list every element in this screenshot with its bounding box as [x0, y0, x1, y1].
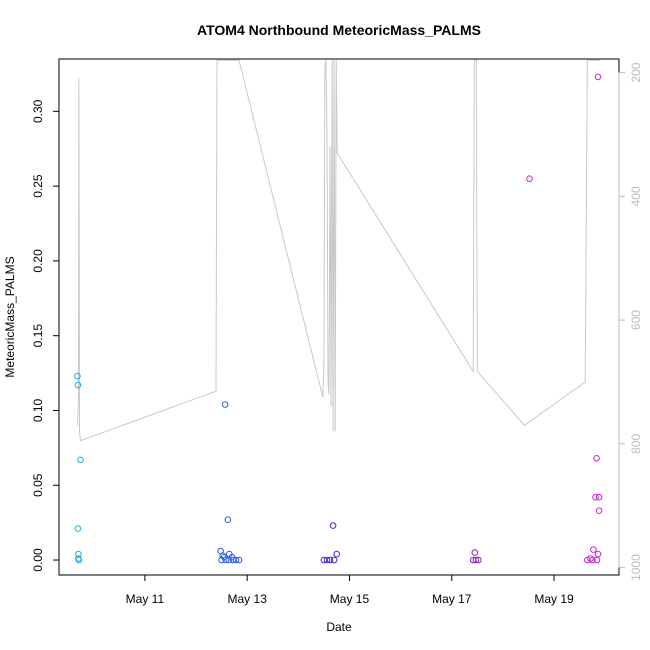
pressure-line-layer: [76, 59, 601, 442]
pressure-line: [76, 59, 601, 442]
secondary-y-tick-label: 600: [629, 310, 643, 330]
y-axis: 0.00 0.05 0.10 0.15 0.20 0.25 0.30: [31, 99, 60, 572]
data-point: [587, 555, 594, 562]
x-axis: May 11 May 13 May 15 May 17 May 19: [126, 574, 574, 606]
data-points-layer: [74, 73, 603, 564]
secondary-y-tick-label: 800: [629, 434, 643, 454]
data-point: [330, 556, 338, 564]
x-tick-label: May 15: [330, 592, 370, 606]
x-tick-label: May 13: [228, 592, 268, 606]
data-point: [329, 522, 337, 529]
data-point: [471, 549, 479, 556]
y-tick-label: 0.05: [31, 473, 45, 497]
data-point: [589, 556, 596, 564]
secondary-y-tick-label: 1000: [629, 554, 643, 581]
plot-frame: [58, 58, 620, 576]
data-point: [74, 525, 82, 532]
data-point: [221, 401, 229, 408]
data-point: [232, 556, 240, 564]
data-point: [219, 552, 226, 559]
x-tick-label: May 11: [126, 592, 165, 606]
data-point: [594, 73, 602, 81]
y-tick-label: 0.10: [31, 398, 45, 422]
y-tick-label: 0.30: [31, 99, 45, 123]
secondary-y-axis: 200 400 600 800 1000: [618, 62, 643, 581]
y-tick-label: 0.15: [31, 324, 45, 348]
secondary-y-tick-label: 400: [629, 186, 643, 206]
data-point: [229, 556, 237, 564]
y-tick-label: 0.25: [31, 174, 45, 198]
data-point: [595, 507, 603, 515]
data-point: [472, 556, 480, 564]
x-axis-label: Date: [326, 620, 352, 634]
data-point: [326, 556, 334, 564]
data-point: [74, 372, 81, 380]
data-point: [218, 556, 225, 564]
y-axis-label: MeteoricMass_PALMS: [3, 256, 17, 377]
y-tick-label: 0.00: [31, 548, 45, 572]
data-point: [320, 556, 328, 564]
data-point: [595, 493, 603, 501]
secondary-y-tick-label: 200: [629, 62, 643, 82]
data-point: [75, 556, 83, 564]
data-point: [333, 550, 341, 558]
data-point: [592, 493, 599, 501]
data-point: [74, 381, 82, 389]
data-point: [526, 175, 533, 182]
x-tick-label: May 17: [432, 592, 472, 606]
data-point: [77, 456, 84, 464]
data-point: [594, 550, 602, 558]
data-point: [475, 556, 482, 564]
chart-title: ATOM4 Northbound MeteoricMass_PALMS: [197, 22, 481, 38]
data-point: [235, 556, 243, 564]
data-point: [225, 556, 233, 564]
data-point: [593, 556, 601, 564]
data-point: [590, 546, 597, 553]
x-tick-label: May 19: [534, 592, 574, 606]
data-point: [224, 516, 232, 524]
data-point: [222, 556, 229, 564]
data-point: [593, 455, 600, 462]
data-point: [323, 556, 331, 564]
y-tick-label: 0.20: [31, 249, 45, 273]
